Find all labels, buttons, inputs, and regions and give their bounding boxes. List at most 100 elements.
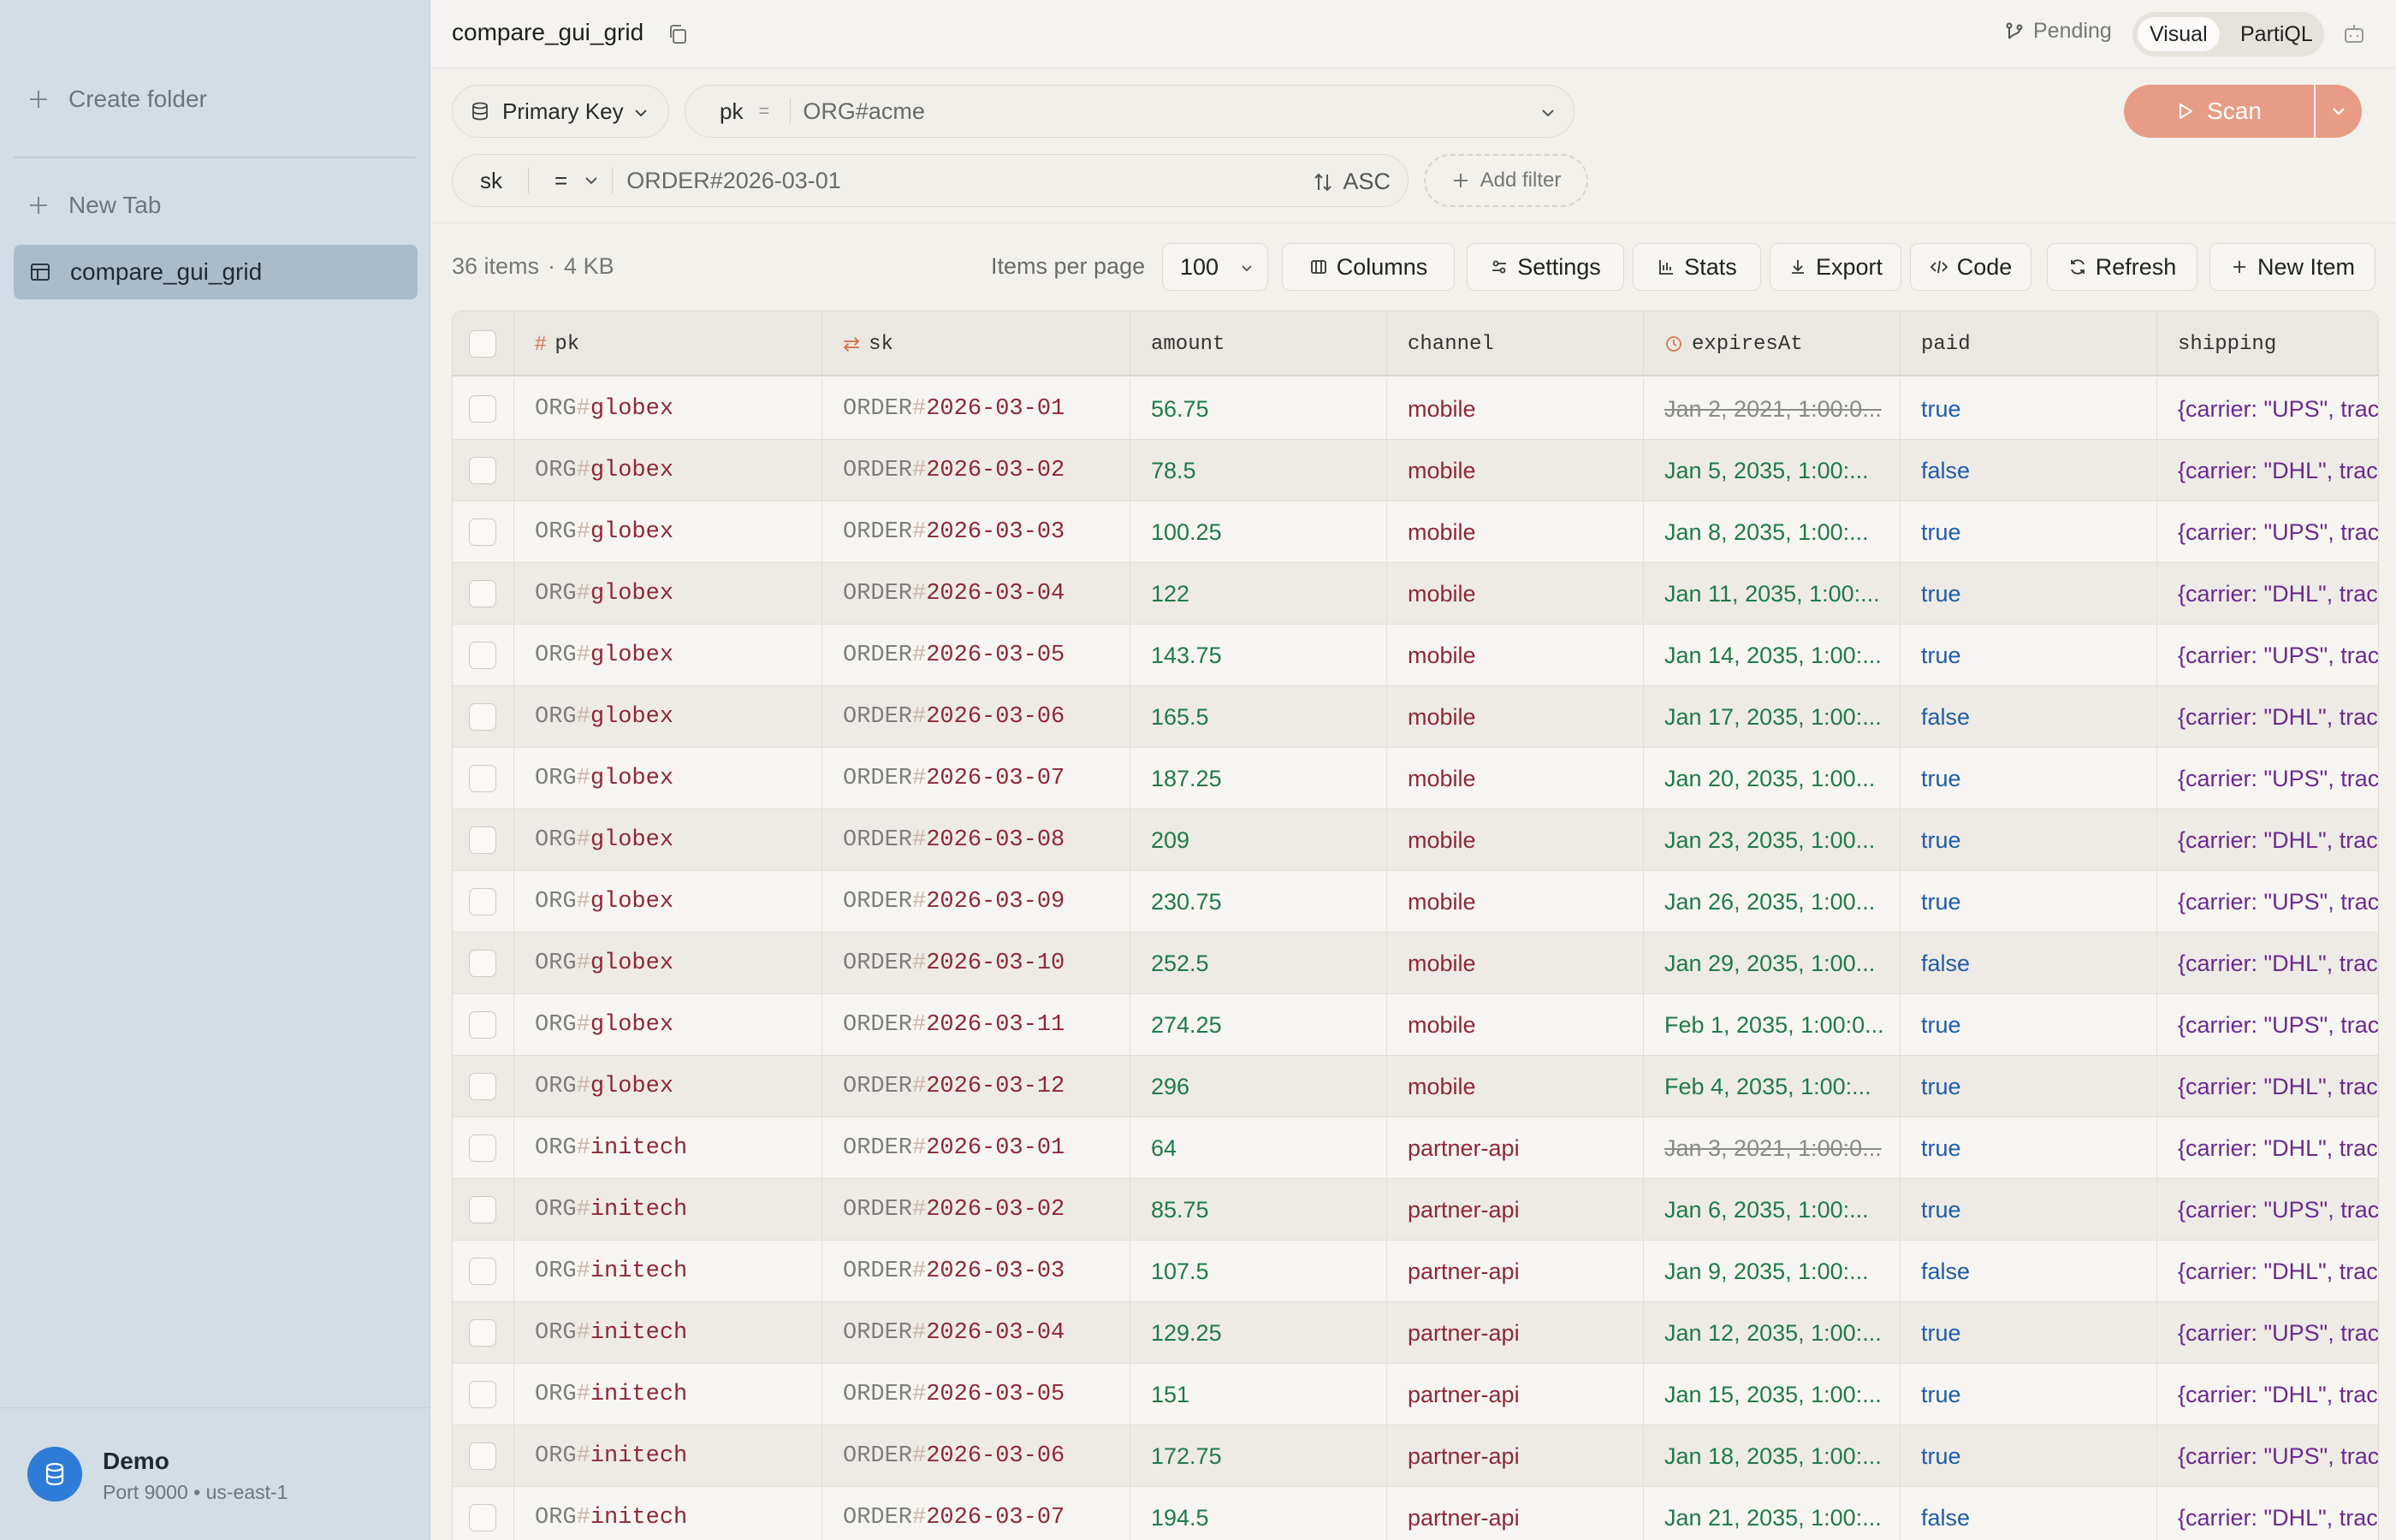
- row-checkbox[interactable]: [469, 518, 496, 546]
- key-prefix: ORG: [535, 1259, 577, 1284]
- row-checkbox[interactable]: [469, 642, 496, 669]
- column-header-expiresAt[interactable]: expiresAt: [1644, 311, 1901, 376]
- table-row[interactable]: ORG # initech ORDER #2026-03-02 85.75 partner-…: [453, 1179, 2378, 1241]
- column-header-channel[interactable]: channel: [1387, 311, 1644, 376]
- table-row[interactable]: ORG # initech ORDER #2026-03-03 107.5 partner-…: [453, 1241, 2378, 1302]
- row-checkbox[interactable]: [469, 457, 496, 484]
- copy-icon[interactable]: [666, 22, 690, 46]
- cell-expiresAt-value: Feb 1, 2035, 1:00:0...: [1664, 1011, 1884, 1038]
- pending-changes[interactable]: Pending: [2004, 19, 2112, 44]
- row-checkbox[interactable]: [469, 1381, 496, 1408]
- mode-partiql-tab[interactable]: PartiQL: [2240, 22, 2313, 46]
- row-checkbox[interactable]: [469, 1134, 496, 1162]
- row-checkbox[interactable]: [469, 950, 496, 977]
- code-button[interactable]: Code: [1910, 243, 2031, 291]
- table-row[interactable]: ORG # globex ORDER #2026-03-05 143.75 mobile Ja…: [453, 625, 2378, 686]
- cell-paid: false: [1901, 1241, 2157, 1302]
- cell-expiresAt: Jan 14, 2035, 1:00:...: [1644, 625, 1901, 686]
- new-tab-button[interactable]: New Tab: [27, 192, 161, 219]
- connection-info[interactable]: Demo Port 9000 • us-east-1: [0, 1407, 430, 1540]
- table-row[interactable]: ORG # initech ORDER #2026-03-05 151 partner-ap…: [453, 1364, 2378, 1425]
- table-row[interactable]: ORG # globex ORDER #2026-03-12 296 mobile Feb 4…: [453, 1056, 2378, 1117]
- partition-key-field[interactable]: pk = ORG#acme: [685, 85, 1575, 138]
- cell-pk: ORG # globex: [514, 625, 822, 686]
- table-row[interactable]: ORG # globex ORDER #2026-03-07 187.25 mobile Ja…: [453, 748, 2378, 809]
- table-row[interactable]: ORG # globex ORDER #2026-03-06 165.5 mobile Jan…: [453, 686, 2378, 748]
- row-checkbox[interactable]: [469, 1442, 496, 1470]
- select-all-checkbox[interactable]: [469, 330, 496, 358]
- cell-expiresAt-value: Jan 26, 2035, 1:00...: [1664, 888, 1876, 915]
- cell-paid-value: true: [1921, 1196, 1961, 1223]
- create-folder-button[interactable]: Create folder: [27, 86, 207, 113]
- cell-paid: true: [1901, 1056, 2157, 1117]
- row-checkbox[interactable]: [469, 395, 496, 423]
- table-row[interactable]: ORG # globex ORDER #2026-03-04 122 mobile Jan 1…: [453, 563, 2378, 625]
- row-checkbox[interactable]: [469, 703, 496, 731]
- row-checkbox[interactable]: [469, 1073, 496, 1100]
- cell-channel: partner-api: [1387, 1302, 1644, 1364]
- table-row[interactable]: ORG # globex ORDER #2026-03-08 209 mobile Jan 2…: [453, 809, 2378, 871]
- table-row[interactable]: ORG # globex ORDER #2026-03-11 274.25 mobile Fe…: [453, 994, 2378, 1056]
- column-header-sk[interactable]: ⇄ sk: [822, 311, 1130, 376]
- table-row[interactable]: ORG # initech ORDER #2026-03-01 64 partner-api…: [453, 1117, 2378, 1179]
- row-checkbox[interactable]: [469, 888, 496, 915]
- mode-visual-tab[interactable]: Visual: [2138, 17, 2220, 51]
- row-checkbox[interactable]: [469, 1196, 496, 1223]
- export-button[interactable]: Export: [1770, 243, 1901, 291]
- cell-paid: true: [1901, 1364, 2157, 1425]
- key-value: 2026-03-10: [926, 951, 1065, 976]
- robot-icon[interactable]: [2341, 21, 2367, 46]
- table-row[interactable]: ORG # globex ORDER #2026-03-10 252.5 mobile Jan…: [453, 933, 2378, 994]
- items-table: # pk ⇄ sk amount channel expiresAt paid sh…: [452, 311, 2379, 1540]
- column-header-shipping[interactable]: shipping: [2157, 311, 2378, 376]
- table-row[interactable]: ORG # globex ORDER #2026-03-09 230.75 mobile Ja…: [453, 871, 2378, 933]
- download-icon: [1791, 260, 1804, 274]
- refresh-button[interactable]: Refresh: [2047, 243, 2197, 291]
- cell-sk: ORDER #2026-03-10: [822, 933, 1130, 994]
- items-per-page-select[interactable]: 100: [1162, 243, 1268, 291]
- key-prefix: ORDER: [843, 1259, 913, 1284]
- chevron-down-icon[interactable]: [1539, 104, 1557, 121]
- row-checkbox[interactable]: [469, 826, 496, 854]
- cell-channel-value: mobile: [1408, 950, 1476, 976]
- table-row[interactable]: ORG # initech ORDER #2026-03-06 172.75 partner…: [453, 1425, 2378, 1487]
- column-header-pk[interactable]: # pk: [514, 311, 822, 376]
- sk-operator-select[interactable]: =: [555, 167, 568, 193]
- row-checkbox[interactable]: [469, 1011, 496, 1039]
- sort-order-toggle[interactable]: ASC: [1312, 169, 1391, 195]
- settings-button[interactable]: Settings: [1467, 243, 1624, 291]
- sidebar-item-table[interactable]: compare_gui_grid: [14, 245, 418, 299]
- stats-button[interactable]: Stats: [1633, 243, 1761, 291]
- new-item-button[interactable]: New Item: [2209, 243, 2375, 291]
- settings-icon: [1492, 260, 1507, 274]
- sk-value-input[interactable]: ORDER#2026-03-01: [626, 167, 841, 193]
- cell-expiresAt-value: Jan 20, 2035, 1:00...: [1664, 765, 1876, 791]
- table-row[interactable]: ORG # globex ORDER #2026-03-02 78.5 mobile Jan …: [453, 440, 2378, 501]
- table-row[interactable]: ORG # initech ORDER #2026-03-07 194.5 partner-…: [453, 1487, 2378, 1540]
- cell-channel: partner-api: [1387, 1117, 1644, 1179]
- cell-shipping-value: {carrier: "UPS", trac: [2178, 765, 2379, 791]
- key-separator: #: [912, 1197, 927, 1223]
- key-separator: #: [576, 643, 590, 668]
- row-checkbox[interactable]: [469, 765, 496, 792]
- row-checkbox[interactable]: [469, 1319, 496, 1347]
- row-checkbox[interactable]: [469, 1504, 496, 1531]
- sort-key-field[interactable]: sk = ORDER#2026-03-01 ASC: [452, 154, 1409, 207]
- index-select[interactable]: Primary Key: [452, 85, 669, 138]
- scan-button[interactable]: Scan: [2124, 85, 2314, 138]
- divider: [790, 98, 792, 124]
- table-row[interactable]: ORG # globex ORDER #2026-03-03 100.25 mobile Ja…: [453, 501, 2378, 563]
- cell-channel: mobile: [1387, 1056, 1644, 1117]
- key-separator: #: [912, 1443, 927, 1469]
- table-row[interactable]: ORG # globex ORDER #2026-03-01 56.75 mobile Jan…: [453, 378, 2378, 440]
- column-header-paid[interactable]: paid: [1901, 311, 2157, 376]
- table-row[interactable]: ORG # initech ORDER #2026-03-04 129.25 partner…: [453, 1302, 2378, 1364]
- pk-value-input[interactable]: ORG#acme: [803, 98, 925, 124]
- column-header-amount[interactable]: amount: [1130, 311, 1387, 376]
- columns-button[interactable]: Columns: [1282, 243, 1455, 291]
- row-checkbox[interactable]: [469, 580, 496, 607]
- add-filter-button[interactable]: Add filter: [1424, 154, 1588, 207]
- cell-shipping: {carrier: "UPS", trac: [2157, 1302, 2378, 1364]
- scan-options-button[interactable]: [2316, 85, 2362, 138]
- row-checkbox[interactable]: [469, 1258, 496, 1285]
